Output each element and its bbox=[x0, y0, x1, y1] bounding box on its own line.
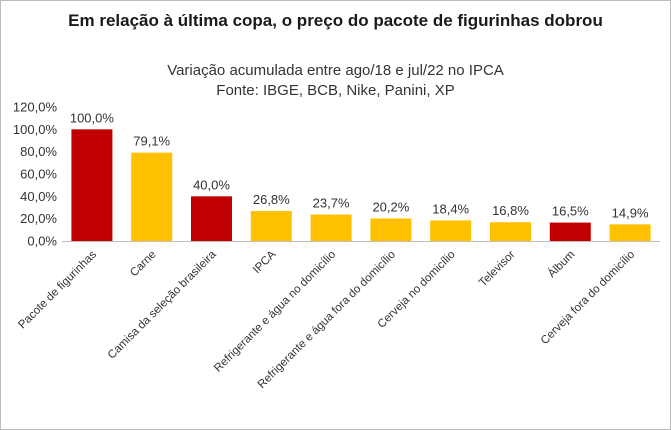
bar bbox=[71, 129, 113, 241]
y-tick-label: 40,0% bbox=[20, 189, 57, 204]
x-tick-label: Camisa da seleção brasileira bbox=[106, 248, 219, 361]
bar bbox=[191, 196, 232, 241]
y-tick-label: 100,0% bbox=[13, 122, 58, 137]
data-label: 18,4% bbox=[432, 201, 469, 216]
bar bbox=[370, 218, 412, 241]
bar bbox=[549, 222, 591, 241]
chart-title: Em relação à última copa, o preço do pac… bbox=[68, 11, 603, 30]
chart-source: Fonte: IBGE, BCB, Nike, Panini, XP bbox=[216, 82, 455, 99]
bar bbox=[490, 222, 531, 241]
x-tick-label: Carne bbox=[128, 249, 159, 280]
data-label: 100,0% bbox=[70, 110, 115, 125]
bars bbox=[71, 129, 651, 241]
bar bbox=[310, 214, 352, 241]
chart-subtitle: Variação acumulada entre ago/18 e jul/22… bbox=[167, 62, 504, 79]
y-axis: 0,0% 20,0% 40,0% 60,0% 80,0% 100,0% 120,0% bbox=[13, 100, 58, 249]
y-tick-label: 60,0% bbox=[20, 167, 57, 182]
x-tick-label: IPCA bbox=[251, 248, 279, 276]
x-tick-label: Televisor bbox=[477, 249, 518, 290]
bar bbox=[131, 152, 173, 241]
data-label: 20,2% bbox=[372, 199, 409, 214]
x-tick-label: Álbum bbox=[545, 248, 577, 280]
x-tick-label: Refrigerante e água no domicílio bbox=[212, 249, 338, 375]
y-tick-label: 0,0% bbox=[27, 234, 57, 249]
data-label: 16,5% bbox=[552, 204, 589, 219]
y-tick-label: 20,0% bbox=[20, 211, 57, 226]
data-label: 14,9% bbox=[612, 205, 649, 220]
data-label: 26,8% bbox=[253, 192, 290, 207]
bar bbox=[250, 211, 292, 241]
bar bbox=[430, 220, 472, 241]
data-label: 16,8% bbox=[492, 203, 529, 218]
data-label: 23,7% bbox=[313, 196, 350, 211]
data-labels: 100,0% 79,1% 40,0% 26,8% 23,7% 20,2% 18,4% 16,8… bbox=[70, 110, 649, 220]
data-label: 40,0% bbox=[193, 177, 230, 192]
x-tick-label: Pacote de figurinhas bbox=[16, 248, 99, 331]
bar bbox=[609, 224, 651, 241]
y-tick-label: 120,0% bbox=[13, 100, 58, 115]
data-label: 79,1% bbox=[133, 134, 170, 149]
x-tick-label: Refrigerante e água fora do domicílio bbox=[256, 249, 398, 391]
y-tick-label: 80,0% bbox=[20, 144, 57, 159]
